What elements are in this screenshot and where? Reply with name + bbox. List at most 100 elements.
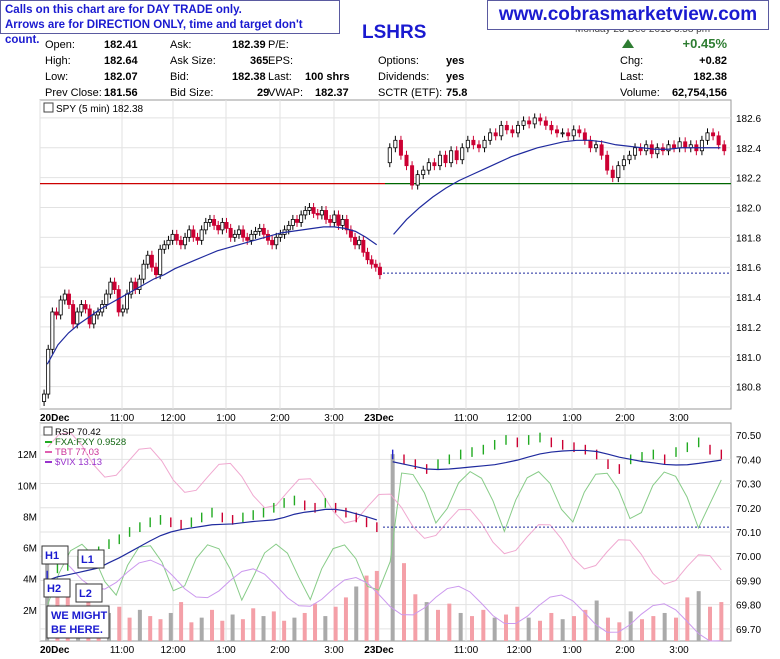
website-banner[interactable]: www.cobrasmarketview.com [487, 0, 769, 30]
legend-toggle-icon [43, 102, 54, 113]
candle-body [504, 124, 509, 131]
fxa-fxy-line [47, 470, 722, 605]
candle-body [588, 139, 593, 149]
volume-bar [504, 614, 508, 641]
volume-bar [354, 586, 359, 641]
candle-body [104, 293, 109, 305]
candle-body [699, 139, 704, 152]
tbt-line [47, 432, 722, 585]
candle-body [253, 230, 258, 235]
candle-body [336, 214, 341, 226]
volume-bar [481, 609, 486, 641]
candle-body [166, 239, 171, 246]
l2-box [75, 583, 103, 603]
candle-body [361, 239, 366, 253]
volume-bar [323, 616, 328, 641]
ask-size-value: 365 [250, 55, 268, 67]
candle-body [538, 117, 543, 122]
volume-bar [313, 603, 318, 641]
candle-body [398, 139, 403, 156]
price-x-tick: 12:00 [506, 413, 531, 424]
candle-body [577, 129, 582, 134]
last-label: Last: [268, 71, 292, 83]
volume-bar [374, 570, 379, 641]
candle-body [54, 311, 59, 316]
price-y-tick: 181.4 [736, 293, 761, 304]
volume-bar [271, 611, 276, 641]
volume-bar [526, 617, 531, 641]
volume-tick: 6M [23, 544, 37, 555]
l2-label: L2 [79, 588, 92, 600]
price-grid [39, 100, 731, 409]
candle-body [722, 144, 727, 152]
indicator-x-tick: 12:00 [506, 645, 531, 656]
volume-bar [515, 606, 520, 641]
candle-body [605, 154, 610, 171]
candle-body [62, 293, 67, 301]
indicator-y-tick: 70.10 [736, 528, 761, 539]
sctr-label: SCTR (ETF): [378, 87, 442, 99]
candle-body [566, 132, 571, 137]
candle-body [499, 124, 504, 137]
last-right-value: 182.38 [693, 71, 727, 83]
volume-bar [189, 622, 194, 641]
indicator-x-tick: 1:00 [562, 645, 582, 656]
volume-bar [402, 563, 406, 641]
price-x-tick: 1:00 [216, 413, 236, 424]
indicator-x-tick: 1:00 [216, 645, 236, 656]
indicator-legend: RSP 70.42 FXA:FXY 0.9528 TBT 77.03 $VIX … [43, 426, 126, 468]
candle-body [95, 311, 100, 316]
dividends-label: Dividends: [378, 71, 429, 83]
volume-bar [179, 602, 184, 641]
candle-body [75, 311, 80, 325]
candle-body [340, 219, 345, 226]
volume-tick: 2M [23, 606, 37, 617]
candle-body [216, 224, 221, 231]
candle-body [307, 207, 312, 211]
volume-label: Volume: [620, 87, 660, 99]
volume-bar [127, 617, 132, 641]
annotation-box: Calls on this chart are for DAY TRADE on… [0, 0, 340, 46]
candle-body [303, 210, 308, 216]
high-value: 182.64 [104, 55, 139, 67]
candle-body [66, 293, 71, 305]
candle-body [471, 139, 476, 146]
options-value: yes [446, 55, 464, 67]
volume-bar [148, 616, 153, 641]
candle-body [488, 132, 493, 141]
volume-bar [158, 619, 163, 641]
price-x-tick: 11:00 [454, 413, 479, 424]
high-label: High: [45, 55, 71, 67]
last-shares-value: 100 shrs [305, 71, 350, 83]
price-x-tick: 23Dec [364, 413, 394, 424]
candle-body [555, 129, 560, 134]
bid-label: Bid: [170, 71, 189, 83]
candle-body [655, 147, 660, 155]
ask-size-label: Ask Size: [170, 55, 216, 67]
volume-bar [696, 591, 701, 641]
volume-bar [282, 620, 287, 641]
volume-bar [628, 611, 633, 641]
change-pct: +0.45% [683, 36, 728, 51]
candle-body [183, 236, 188, 246]
price-y-tick: 182.2 [736, 174, 761, 185]
volume-bar [199, 617, 204, 641]
price-x-tick: 2:00 [615, 413, 635, 424]
indicator-x-tick: 2:00 [615, 645, 635, 656]
candle-body [373, 263, 378, 268]
candle-body [387, 147, 392, 164]
candle-body [666, 144, 671, 152]
bid-value: 182.38 [232, 71, 266, 83]
volume-bar [390, 454, 395, 641]
legend-toggle-icon [43, 426, 53, 436]
indicator-y-tick: 70.20 [736, 504, 761, 515]
volume-bar [413, 594, 418, 641]
price-y-tick: 181.2 [736, 323, 761, 334]
candle-body [174, 233, 179, 241]
dividends-value: yes [446, 71, 464, 83]
candle-body [108, 281, 113, 295]
candle-body [683, 141, 688, 149]
candle-body [158, 248, 163, 276]
volume-bar [651, 616, 656, 641]
up-arrow-icon [622, 39, 634, 48]
